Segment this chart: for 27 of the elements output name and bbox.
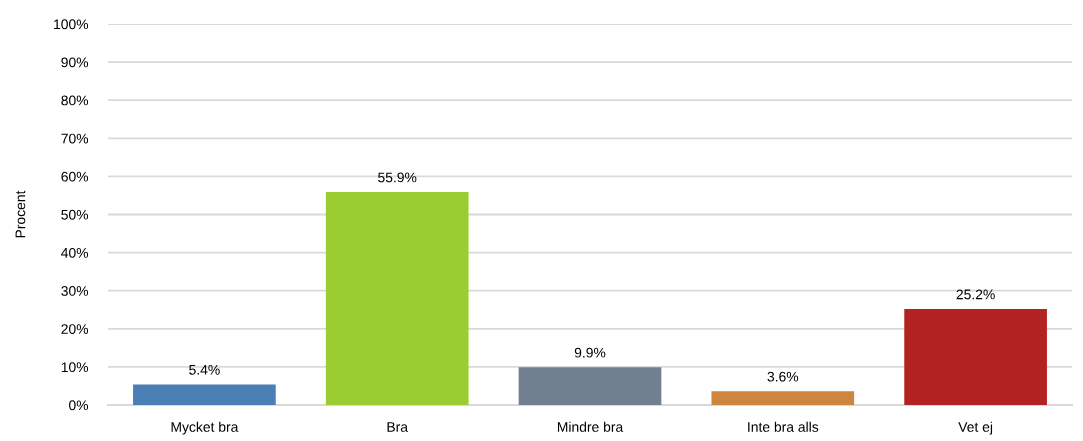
y-tick-label: 50% [61,209,89,220]
bar [904,308,1047,405]
bar [325,192,469,405]
y-tick-label: 30% [61,286,89,296]
y-tick-label: 40% [61,247,89,258]
y-tick-label: 80% [61,95,89,106]
x-tick-label: Bra [387,422,409,432]
bar [711,391,855,405]
x-tick-label: Vet ej [958,421,993,435]
x-tick-label: Mycket bra [171,421,239,435]
data-label: 3.6% [767,371,799,382]
data-label: 5.4% [189,364,220,375]
y-tick-label: 20% [61,324,89,334]
y-tick-label: 10% [61,362,89,373]
y-tick-label: 0% [69,400,89,411]
y-tick-label: 60% [61,171,89,182]
y-tick-label: 100% [54,19,89,30]
data-label: 25.2% [956,289,995,300]
x-tick-label: Inte bra alls [748,421,819,432]
bar [133,384,276,405]
y-axis-title: Procent [15,190,26,238]
data-label: 55.9% [378,172,417,183]
y-tick-label: 70% [61,133,89,144]
bar [518,367,662,405]
x-tick-label: Mindre bra [557,421,624,432]
data-label: 9.9% [574,347,606,358]
y-tick-label: 90% [61,57,89,68]
